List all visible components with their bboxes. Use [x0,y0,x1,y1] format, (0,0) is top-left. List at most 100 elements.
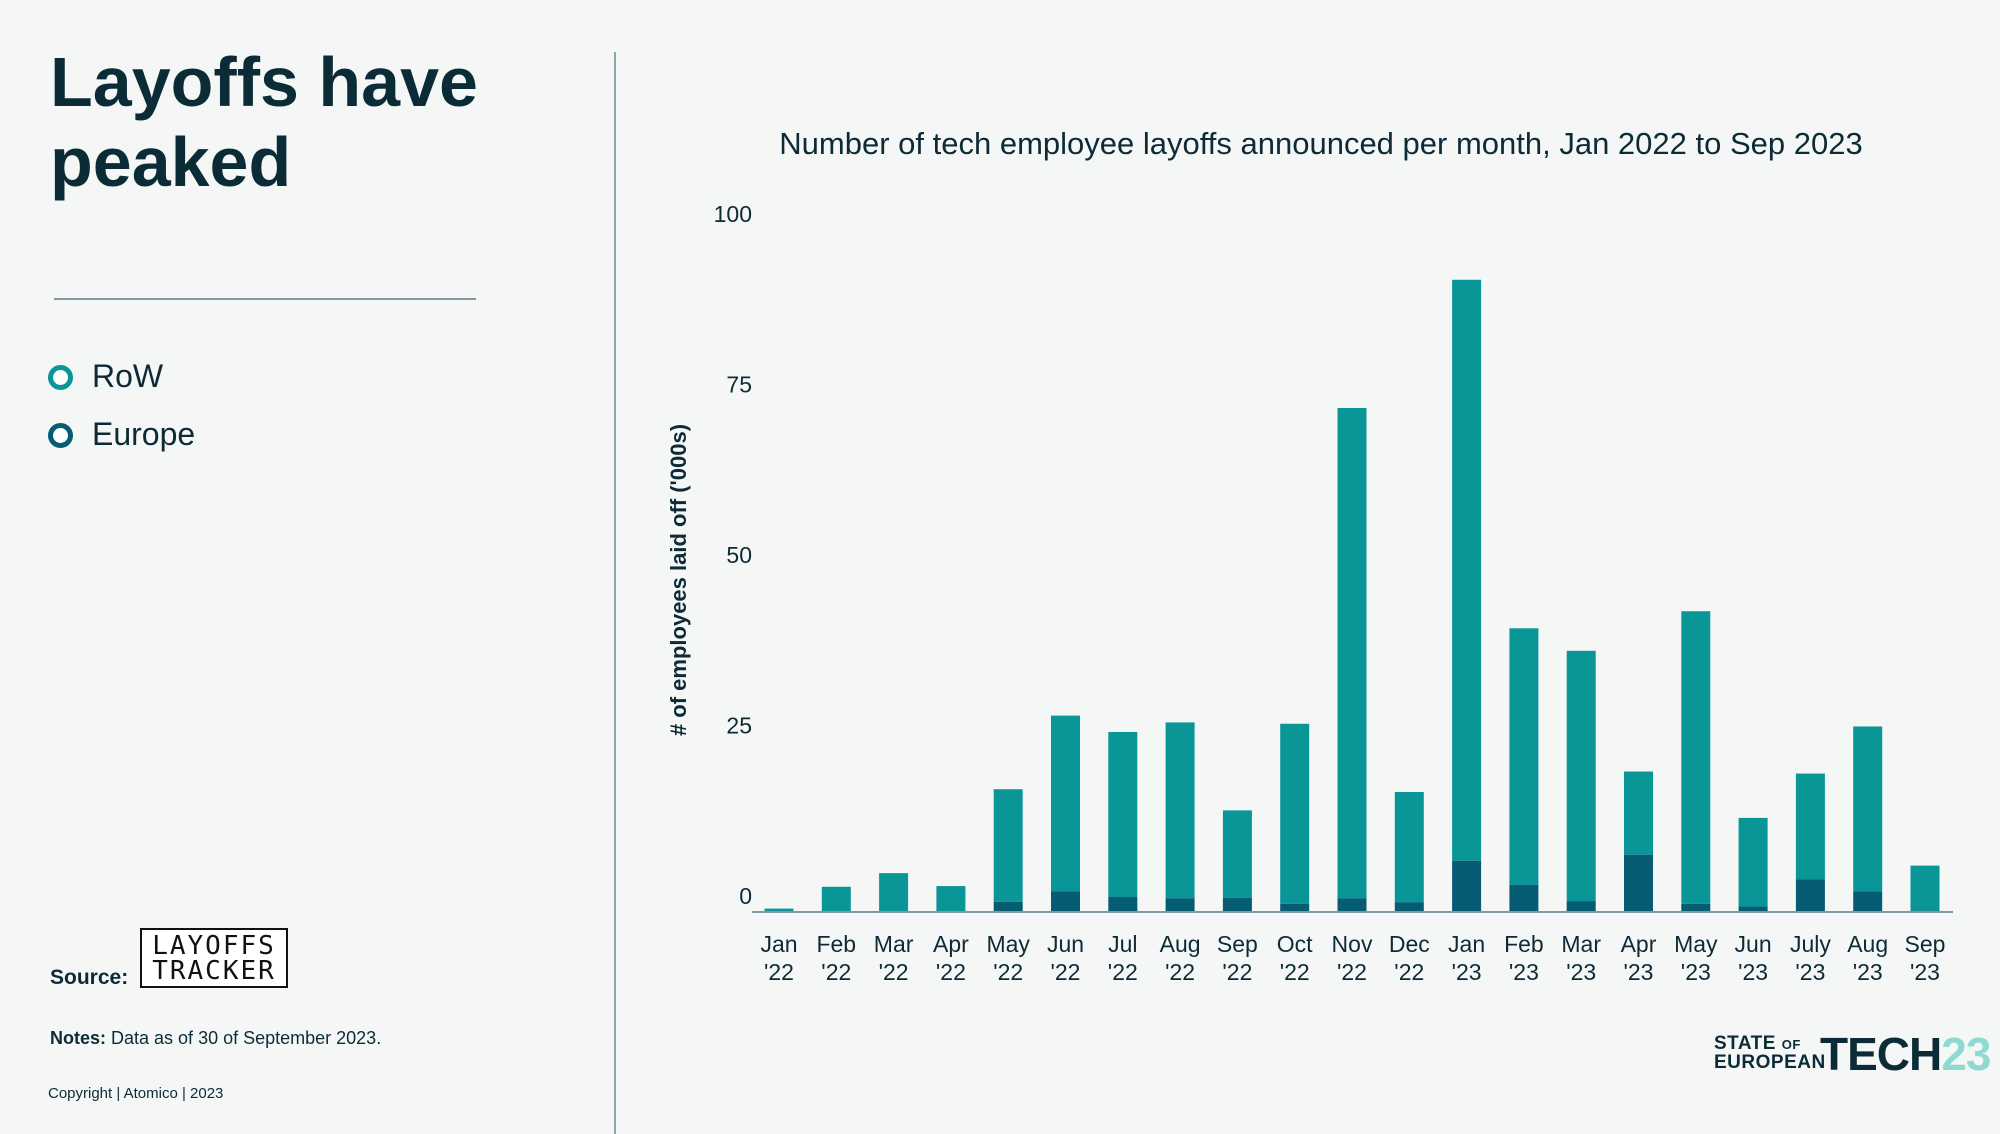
bar-row [936,886,966,912]
layoffs-bar-chart: Number of tech employee layoffs announce… [666,126,1953,985]
x-tick-label-year: '23 [1509,959,1539,985]
state-of-european-tech-logo: STATE OF EUROPEAN TECH23 [1714,1028,1991,1080]
notes-label: Notes: [50,1028,107,1048]
source-logo-line-2: TRACKER [152,956,276,986]
x-tick-label-month: Jul [1108,931,1137,957]
bar-europe [1222,897,1252,912]
x-tick-label-month: July [1790,931,1831,957]
bar-row [879,873,909,912]
y-tick-label: 100 [714,201,752,227]
x-tick-label-month: Jan [760,931,797,957]
bar-row [764,908,794,912]
brand-tech: TECH [1820,1028,1942,1080]
x-tick-label-year: '23 [1853,959,1883,985]
x-tick-label-year: '23 [1452,959,1482,985]
bar-row [1108,731,1138,897]
x-tick-label-year: '22 [764,959,794,985]
y-tick-label: 25 [726,713,752,739]
x-tick-label-year: '22 [936,959,966,985]
bar-europe [1337,898,1367,912]
x-tick-label-year: '22 [1222,959,1252,985]
x-tick-label-year: '22 [993,959,1023,985]
x-tick-label-month: Mar [1561,931,1601,957]
bar-row [1394,791,1424,903]
page-headline: Layoffs have peaked [50,42,478,202]
bar-europe [1853,891,1883,912]
x-tick-label-year: '22 [1165,959,1195,985]
x-tick-label-month: Nov [1332,931,1373,957]
notes: Notes: Data as of 30 of September 2023. [50,1028,381,1049]
bar-row [1509,628,1539,885]
x-tick-label-month: Aug [1847,931,1888,957]
x-tick-label-month: Apr [933,931,969,957]
bar-europe [993,901,1023,912]
layoffs-tracker-logo: LAYOFFS TRACKER [140,928,288,988]
bar-row [1795,773,1825,880]
bar-row [821,886,851,912]
x-tick-label-month: Aug [1160,931,1201,957]
bar-europe [1566,901,1596,912]
bar-row [1222,810,1252,898]
copyright: Copyright | Atomico | 2023 [48,1085,224,1102]
bar-europe [1394,902,1424,912]
x-tick-label-month: Jun [1047,931,1084,957]
bar-row [1681,611,1711,904]
x-tick-label-year: '22 [1280,959,1310,985]
x-tick-label-year: '23 [1738,959,1768,985]
legend-row-label: RoW [92,358,164,394]
x-tick-label-month: Dec [1389,931,1430,957]
x-tick-label-month: Jun [1735,931,1772,957]
panel-divider [614,52,616,1134]
x-tick-label-year: '23 [1566,959,1596,985]
headline-line-2: peaked [50,123,292,201]
bar-row [1051,715,1080,892]
bar-row [1910,865,1940,911]
x-tick-label-year: '22 [1108,959,1138,985]
x-tick-label-month: Sep [1217,931,1258,957]
x-tick-label-year: '23 [1624,959,1654,985]
x-tick-label-month: Jan [1448,931,1485,957]
notes-text: Data as of 30 of September 2023. [106,1028,382,1048]
bar-europe [1108,896,1138,912]
x-tick-label-year: '22 [1337,959,1367,985]
x-tick-label-month: Sep [1905,931,1946,957]
bar-europe [1509,884,1539,912]
bar-row [1566,650,1596,902]
x-tick-label-year: '22 [1394,959,1424,985]
y-tick-label: 0 [739,883,752,909]
x-tick-label-year: '23 [1910,959,1940,985]
headline-rule [54,298,476,300]
bar-europe [1681,903,1711,912]
bar-europe [1624,854,1653,912]
y-tick-label: 50 [726,542,752,568]
chart-title: Number of tech employee layoffs announce… [779,126,1862,161]
bar-row [1337,408,1367,899]
x-tick-label-month: Feb [816,931,856,957]
bar-row [1165,722,1195,899]
x-tick-label-month: Oct [1277,931,1313,957]
bar-europe [1738,906,1768,912]
bar-row [1452,279,1482,861]
source-label: Source: [50,966,129,989]
x-tick-label-month: May [1674,931,1718,957]
bar-row [993,789,1023,902]
bar-europe [1051,891,1080,912]
y-axis-title: # of employees laid off ('000s) [666,424,691,736]
brand-year: 23 [1941,1028,1991,1080]
x-tick-label-month: May [986,931,1030,957]
bar-europe [1452,860,1482,912]
source-logo-line-1: LAYOFFS [152,931,276,961]
bar-row [1624,771,1653,855]
bar-row [1853,726,1883,892]
bar-europe [1165,898,1195,912]
legend-europe-label: Europe [92,416,196,452]
x-tick-label-month: Apr [1621,931,1657,957]
bar-row [1280,723,1310,904]
x-tick-label-month: Feb [1504,931,1544,957]
headline-line-1: Layoffs have [50,43,478,121]
x-tick-label-year: '23 [1681,959,1711,985]
x-tick-label-year: '22 [821,959,851,985]
legend-row-marker-icon [48,365,73,390]
bar-europe [1795,879,1825,912]
legend-europe-marker-icon [48,423,73,448]
